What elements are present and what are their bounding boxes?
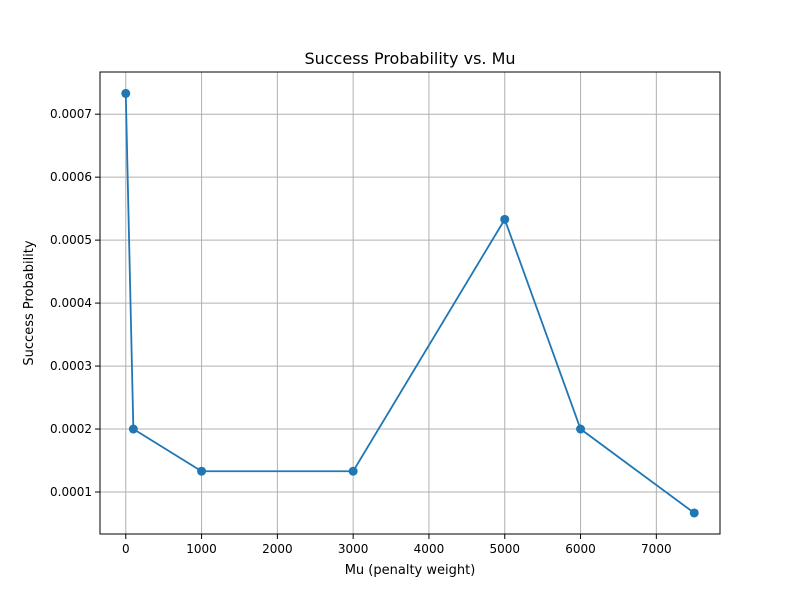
x-tick-label: 1000 [186,542,217,556]
grid [100,72,720,534]
x-axis-label: Mu (penalty weight) [345,563,476,578]
y-tick-label: 0.0005 [50,233,92,247]
data-point [689,508,699,518]
x-tick-label: 7000 [641,542,672,556]
series-layer [121,88,699,518]
y-tick-label: 0.0004 [50,296,92,310]
y-tick-label: 0.0006 [50,170,92,184]
data-point [500,214,510,224]
chart-title: Success Probability vs. Mu [304,49,515,68]
x-tick-label: 6000 [565,542,596,556]
x-tick-label: 4000 [414,542,445,556]
data-point [121,88,131,98]
data-point [348,466,358,476]
x-tick-label: 0 [122,542,130,556]
data-point [197,466,207,476]
x-tick-label: 5000 [489,542,520,556]
x-tick-label: 2000 [262,542,293,556]
data-point [576,424,586,434]
axis-ticks: 0 1000 2000 3000 4000 5000 6000 7000 0.0001 0.000… [50,107,672,556]
data-point [128,424,138,434]
y-tick-label: 0.0003 [50,359,92,373]
x-tick-label: 3000 [338,542,369,556]
y-tick-label: 0.0002 [50,422,92,436]
y-axis-label: Success Probability [22,240,37,365]
y-tick-label: 0.0007 [50,107,92,121]
y-tick-label: 0.0001 [50,485,92,499]
